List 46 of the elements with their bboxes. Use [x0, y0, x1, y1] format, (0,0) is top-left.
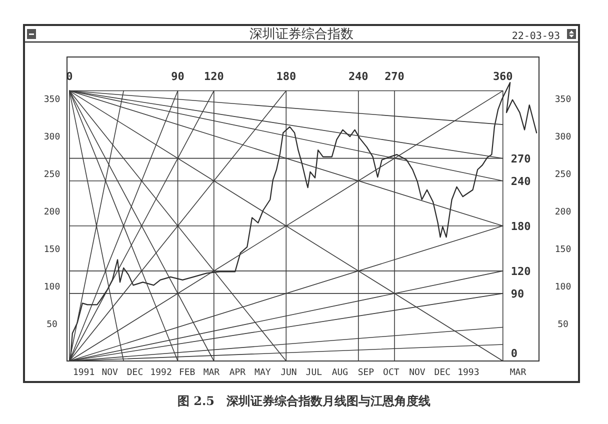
- x-tick-label: 120: [204, 70, 224, 83]
- x-tick-label: 360: [492, 70, 513, 83]
- y2-tick-label: 350: [554, 94, 572, 105]
- y2-tick-label: 200: [554, 207, 572, 218]
- x-tick-label: 240: [348, 70, 368, 83]
- y3-tick-label: 180: [510, 220, 531, 233]
- x2-tick-label: DEC: [434, 368, 451, 378]
- y-tick-label: 350: [44, 94, 60, 105]
- y3-tick-label: 0: [510, 347, 518, 360]
- chart-title: 深圳证券综合指数: [250, 27, 354, 42]
- x2-tick-label: NOV: [409, 368, 426, 378]
- y-tick-label: 300: [44, 132, 60, 142]
- x2-tick-label: JUN: [280, 368, 297, 378]
- y-tick-label: 200: [44, 207, 60, 218]
- x-tick-label: 180: [276, 70, 296, 83]
- x2-tick-label: JUL: [306, 368, 322, 378]
- y-tick-label: 150: [44, 244, 60, 255]
- x2-tick-label: AUG: [332, 368, 348, 378]
- x2-tick-label: DEC: [126, 368, 144, 378]
- y2-tick-label: 250: [554, 170, 572, 180]
- y3-tick-label: 270: [510, 152, 531, 166]
- x-tick-label: 270: [384, 70, 404, 83]
- x2-tick-label: FEB: [178, 368, 196, 378]
- x2-tick-label: NOV: [102, 368, 119, 378]
- x-tick-label: 90: [171, 70, 184, 83]
- y3-tick-label: 120: [510, 264, 531, 278]
- y2-tick-label: 50: [558, 320, 568, 330]
- y-tick-label: 50: [46, 320, 58, 330]
- y-tick-label: 100: [44, 282, 60, 292]
- x2-tick-label: 1993: [458, 368, 480, 378]
- x2-tick-label: OCT: [383, 368, 400, 378]
- text: 22-03-93: [512, 31, 560, 42]
- x2-tick-label: MAY: [254, 368, 272, 378]
- y2-tick-label: 300: [554, 132, 572, 142]
- x2-tick-label: MAR: [510, 368, 527, 378]
- y2-tick-label: 150: [554, 244, 572, 255]
- y-tick-label: 250: [44, 170, 60, 180]
- x2-tick-label: 1992: [150, 368, 172, 378]
- x2-tick-label: 1991: [72, 368, 95, 378]
- caption: 图 2.5 深圳证券综合指数月线图与江恩角度线: [177, 394, 431, 408]
- x2-tick-label: APR: [229, 368, 246, 378]
- x2-tick-label: MAR: [203, 368, 220, 378]
- y2-tick-label: 100: [554, 282, 572, 292]
- y3-tick-label: 240: [510, 174, 531, 188]
- y3-tick-label: 90: [510, 287, 524, 300]
- x2-tick-label: SEP: [358, 368, 375, 378]
